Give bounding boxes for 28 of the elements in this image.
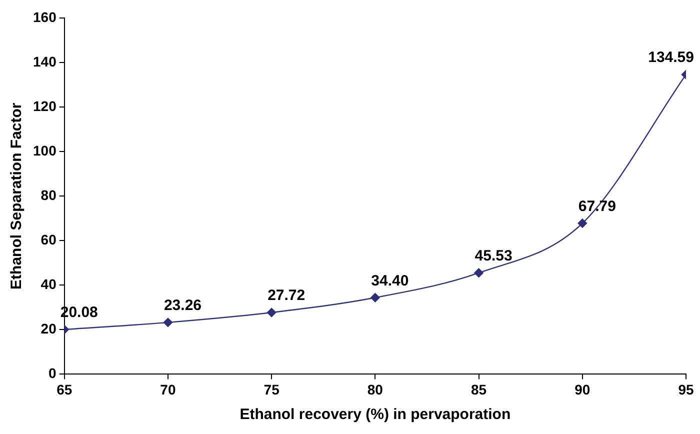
point — [578, 218, 587, 228]
y-tick-label: 20 — [40, 320, 57, 337]
y-tick-label: 140 — [33, 53, 57, 70]
y-tick-label: 160 — [33, 8, 57, 25]
x-tick-label: 70 — [160, 381, 176, 398]
y-tick-label: 0 — [48, 365, 57, 382]
x-axis-title: Ethanol recovery (%) in pervaporation — [240, 406, 511, 424]
x-tick-label: 80 — [367, 381, 384, 398]
data-label: 34.40 — [371, 272, 409, 290]
data-label: 45.53 — [474, 247, 512, 264]
y-axis-title: Ethanol Separation Factor — [8, 102, 26, 290]
y-tick-label: 100 — [33, 142, 57, 158]
point — [163, 318, 173, 328]
x-tick-label: 85 — [470, 381, 487, 398]
point — [266, 308, 276, 318]
y-tick-label: 80 — [40, 186, 57, 203]
data-label: 27.72 — [268, 287, 306, 304]
point — [474, 268, 484, 278]
x-tick-label: 65 — [56, 381, 72, 398]
data-label: 23.26 — [164, 297, 202, 314]
x-tick-label: 75 — [264, 381, 280, 398]
x-tick-label: 95 — [678, 381, 694, 398]
y-tick-label: 40 — [40, 276, 57, 292]
y-tick-label: 60 — [40, 231, 57, 248]
y-tick-label: 120 — [33, 98, 57, 114]
data-label: 134.59 — [648, 49, 694, 66]
x-tick-label: 90 — [574, 381, 590, 398]
point — [370, 293, 380, 302]
